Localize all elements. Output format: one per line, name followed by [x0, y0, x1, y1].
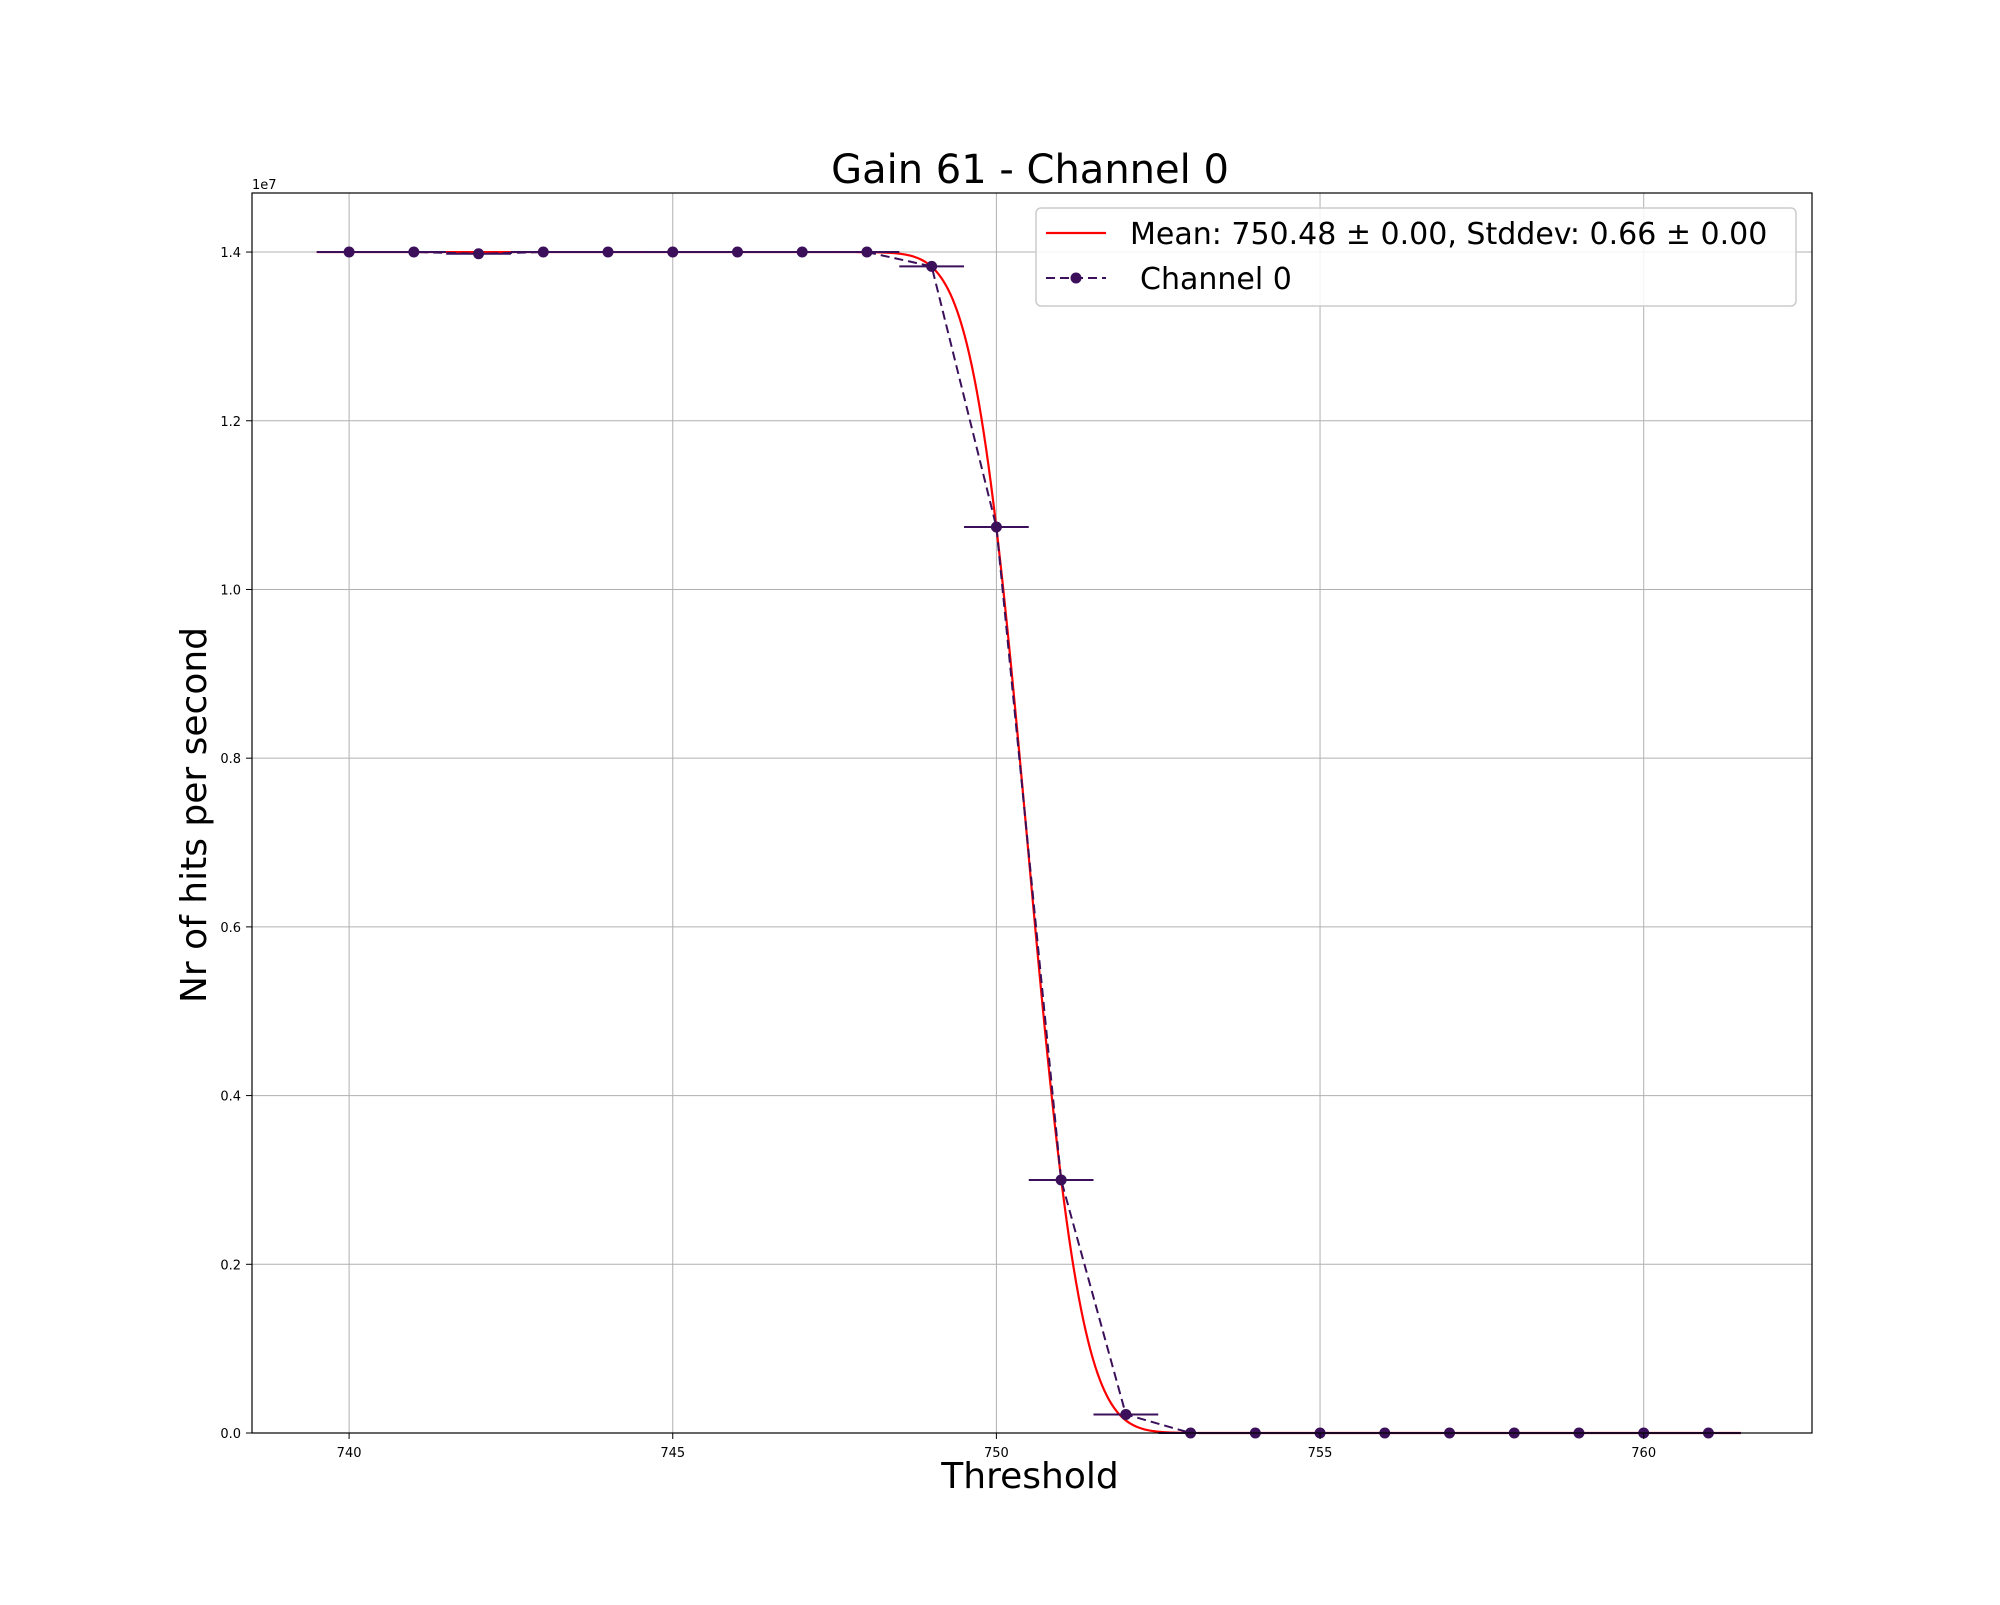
grid — [252, 193, 1812, 1434]
legend-box — [1035, 207, 1797, 307]
legend-data-label: Channel 0 — [1140, 262, 1292, 297]
ticks: 740 745 750 755 760 0.0 0.2 0.4 0.6 0.8 1.0 1.2 1.4 — [220, 246, 1656, 1461]
x-tick-label: 755 — [1308, 1446, 1333, 1461]
data-point — [473, 248, 485, 260]
legend: Mean: 750.48 ± 0.00, Stddev: 0.66 ± 0.00… — [1035, 207, 1797, 307]
data-point — [990, 521, 1002, 533]
data-point — [667, 246, 679, 258]
data-point — [731, 246, 743, 258]
y-tick-label: 1.0 — [220, 583, 241, 598]
y-tick-label: 0.2 — [220, 1258, 241, 1273]
data-point — [1055, 1174, 1067, 1186]
plot-frame — [251, 192, 1813, 1434]
x-tick-label: 750 — [984, 1446, 1009, 1461]
legend-data-marker — [1070, 272, 1082, 284]
data-point — [537, 246, 549, 258]
data-point — [861, 246, 873, 258]
data-point — [343, 246, 355, 258]
y-tick-label: 1.4 — [220, 246, 241, 261]
data-point — [408, 246, 420, 258]
x-tick-label: 745 — [660, 1446, 685, 1461]
y-tick-label: 0.8 — [220, 752, 241, 767]
y-tick-label: 1.2 — [220, 415, 241, 430]
data-point — [602, 246, 614, 258]
x-axis-label: Threshold — [940, 1456, 1118, 1497]
y-tick-label: 0.0 — [220, 1427, 241, 1442]
chart-title: Gain 61 - Channel 0 — [831, 147, 1229, 193]
y-tick-label: 0.6 — [220, 921, 241, 936]
y-axis-label: Nr of hits per second — [174, 627, 215, 1003]
data-point — [1120, 1408, 1132, 1420]
x-tick-label: 760 — [1631, 1446, 1656, 1461]
x-tick-label: 740 — [337, 1446, 362, 1461]
data-point — [796, 246, 808, 258]
y-tick-label: 0.4 — [220, 1090, 241, 1105]
legend-fit-label: Mean: 750.48 ± 0.00, Stddev: 0.66 ± 0.00 — [1130, 217, 1767, 252]
data-point — [926, 260, 938, 272]
y-offset-label: 1e7 — [252, 178, 277, 193]
